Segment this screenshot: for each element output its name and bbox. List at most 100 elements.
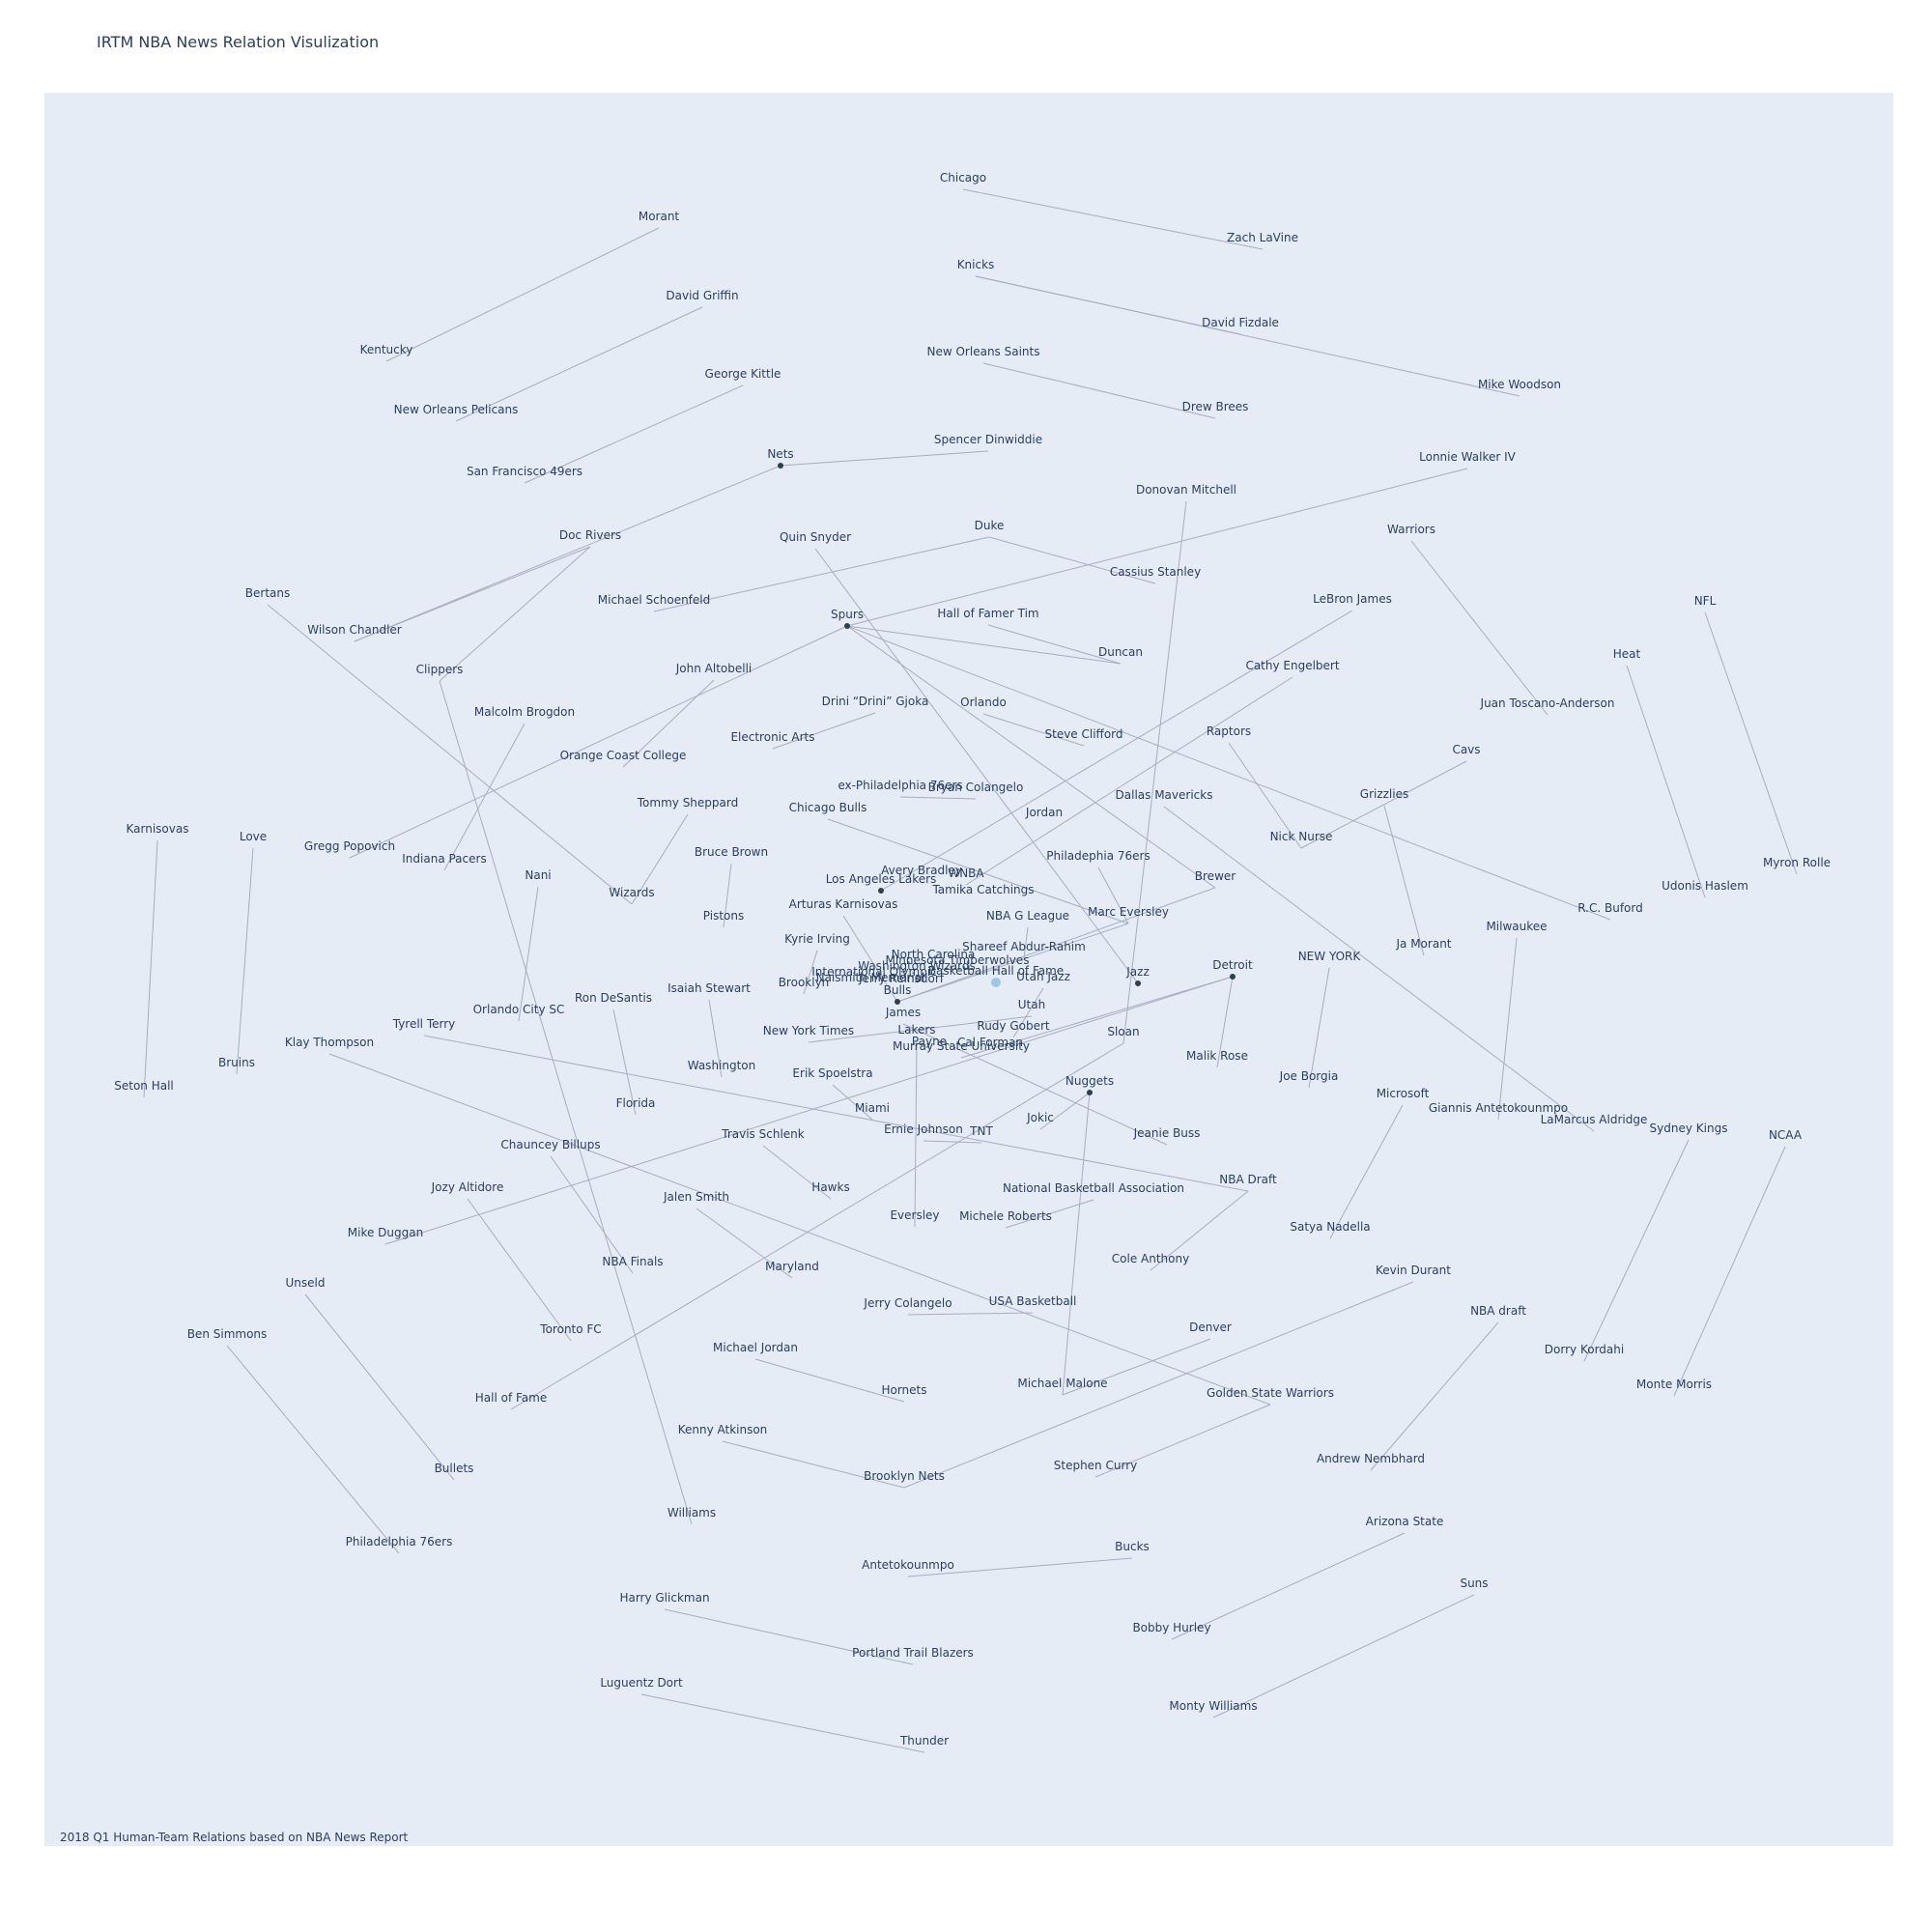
node-label[interactable]: Joe Borgia [1279,1069,1339,1083]
node-label[interactable]: Microsoft [1377,1087,1430,1100]
node-label[interactable]: Stephen Curry [1054,1459,1137,1472]
node-label[interactable]: Antetokounmpo [862,1558,954,1572]
node-label[interactable]: Detroit [1212,958,1253,972]
node-label[interactable]: Miami [855,1101,890,1115]
node-label[interactable]: NBA Draft [1219,1173,1277,1186]
node-label[interactable]: Bucks [1115,1540,1150,1553]
node-label[interactable]: Tommy Sheppard [637,796,738,810]
node-label[interactable]: USA Basketball [989,1294,1077,1308]
node-label[interactable]: Nick Nurse [1270,830,1333,843]
node-label[interactable]: Washington [688,1059,756,1072]
node-marker[interactable] [895,999,900,1005]
node-label[interactable]: LaMarcus Aldridge [1541,1113,1648,1126]
node-label[interactable]: Los Angeles Lakers [826,872,937,886]
node-label[interactable]: Bullets [435,1462,474,1475]
node-marker[interactable] [844,623,850,629]
node-label[interactable]: Michele Roberts [959,1209,1052,1223]
node-label[interactable]: Bulls [884,983,912,997]
node-label[interactable]: Cathy Engelbert [1245,659,1339,672]
node-label[interactable]: Morant [639,210,680,223]
node-label[interactable]: Mike Duggan [348,1226,423,1239]
node-label[interactable]: Juan Toscano-Anderson [1480,696,1615,710]
node-label[interactable]: Sloan [1107,1025,1139,1038]
node-label[interactable]: Golden State Warriors [1207,1386,1334,1400]
node-label[interactable]: Love [240,830,267,843]
node-label[interactable]: Nuggets [1065,1074,1114,1088]
node-label[interactable]: WNBA [948,867,984,880]
node-label[interactable]: Clippers [416,663,464,676]
node-label[interactable]: Klay Thompson [285,1036,374,1049]
node-label[interactable]: Kentucky [360,343,413,356]
node-label[interactable]: New York Times [763,1024,854,1037]
node-label[interactable]: Harry Glickman [619,1591,709,1605]
node-label[interactable]: Jordan [1025,806,1063,819]
node-label[interactable]: Utah [1018,998,1045,1011]
node-label[interactable]: Luguentz Dort [600,1676,683,1690]
node-label[interactable]: Isaiah Stewart [668,981,751,995]
node-label[interactable]: Marc Eversley [1088,905,1169,919]
node-label[interactable]: Wizards [609,886,654,899]
node-label[interactable]: Brooklyn [779,976,830,989]
node-label[interactable]: Arizona State [1366,1515,1444,1528]
node-label[interactable]: R.C. Buford [1577,901,1642,915]
node-label[interactable]: Lonnie Walker IV [1419,450,1517,464]
node-label[interactable]: Chicago Bulls [789,801,867,814]
node-marker[interactable] [991,978,1001,987]
node-label[interactable]: Cole Anthony [1112,1252,1189,1265]
node-label[interactable]: Kyrie Irving [784,932,850,946]
node-label[interactable]: Bruins [218,1056,255,1069]
node-label[interactable]: Monty Williams [1169,1699,1257,1713]
node-label[interactable]: Bobby Hurley [1132,1621,1210,1634]
node-label[interactable]: Cassius Stanley [1110,565,1201,579]
node-label[interactable]: New Orleans Saints [927,345,1040,358]
node-label[interactable]: Tamika Catchings [931,883,1034,896]
node-label[interactable]: Heat [1613,647,1641,661]
node-label[interactable]: Toronto FC [539,1322,601,1336]
node-label[interactable]: Andrew Nembhard [1317,1452,1425,1465]
node-label[interactable]: Mike Woodson [1478,378,1561,391]
node-label[interactable]: TNT [969,1124,993,1138]
node-label[interactable]: Wilson Chandler [307,623,402,637]
node-label[interactable]: Malcolm Brogdon [474,705,575,719]
node-label[interactable]: Drini “Drini” Gjoka [822,695,929,708]
node-label[interactable]: Maryland [765,1260,819,1273]
node-label[interactable]: Monte Morris [1636,1378,1712,1391]
node-label[interactable]: Udonis Haslem [1662,879,1748,893]
node-label[interactable]: Myron Rolle [1763,856,1831,869]
node-label[interactable]: Nani [525,868,551,882]
node-label[interactable]: Brooklyn Nets [864,1469,945,1483]
node-label[interactable]: Kenny Atkinson [678,1423,768,1436]
node-label[interactable]: Spencer Dinwiddie [934,433,1042,446]
node-label[interactable]: Quin Snyder [780,530,851,544]
node-label[interactable]: Spurs [831,608,864,621]
node-label[interactable]: John Altobelli [675,662,753,675]
node-label[interactable]: Grizzlies [1360,787,1408,801]
node-label[interactable]: Hornets [881,1383,926,1397]
node-label[interactable]: Brewer [1195,869,1236,883]
node-label[interactable]: Ja Morant [1396,937,1452,951]
node-label[interactable]: Michael Schoenfeld [598,593,710,607]
node-label[interactable]: Tyrell Terry [392,1017,456,1031]
node-marker[interactable] [1230,974,1236,980]
node-label[interactable]: Chauncey Billups [500,1138,600,1151]
node-label[interactable]: Indiana Pacers [402,852,486,866]
node-label[interactable]: NBA draft [1470,1304,1526,1318]
node-label[interactable]: Unseld [286,1276,326,1290]
node-label[interactable]: New Orleans Pelicans [394,403,519,416]
node-label[interactable]: Jalen Smith [663,1190,729,1204]
node-label[interactable]: Pistons [703,909,744,923]
node-label[interactable]: Doc Rivers [559,528,621,542]
node-label[interactable]: Orlando [960,696,1007,709]
node-label[interactable]: David Fizdale [1202,316,1279,329]
node-label[interactable]: Michael Jordan [713,1341,798,1354]
node-label[interactable]: Travis Schlenk [721,1127,804,1141]
node-label[interactable]: Jerry Colangelo [863,1296,952,1310]
node-marker[interactable] [1087,1090,1093,1095]
node-label[interactable]: National Basketball Association [1003,1181,1184,1195]
node-label[interactable]: Sydney Kings [1650,1122,1728,1135]
node-label[interactable]: NBA G League [986,909,1069,923]
node-label[interactable]: Bruce Brown [695,845,768,859]
node-label[interactable]: Michael Malone [1017,1377,1107,1390]
node-label[interactable]: James [885,1006,921,1019]
node-label[interactable]: Hall of Famer Tim [937,607,1038,620]
